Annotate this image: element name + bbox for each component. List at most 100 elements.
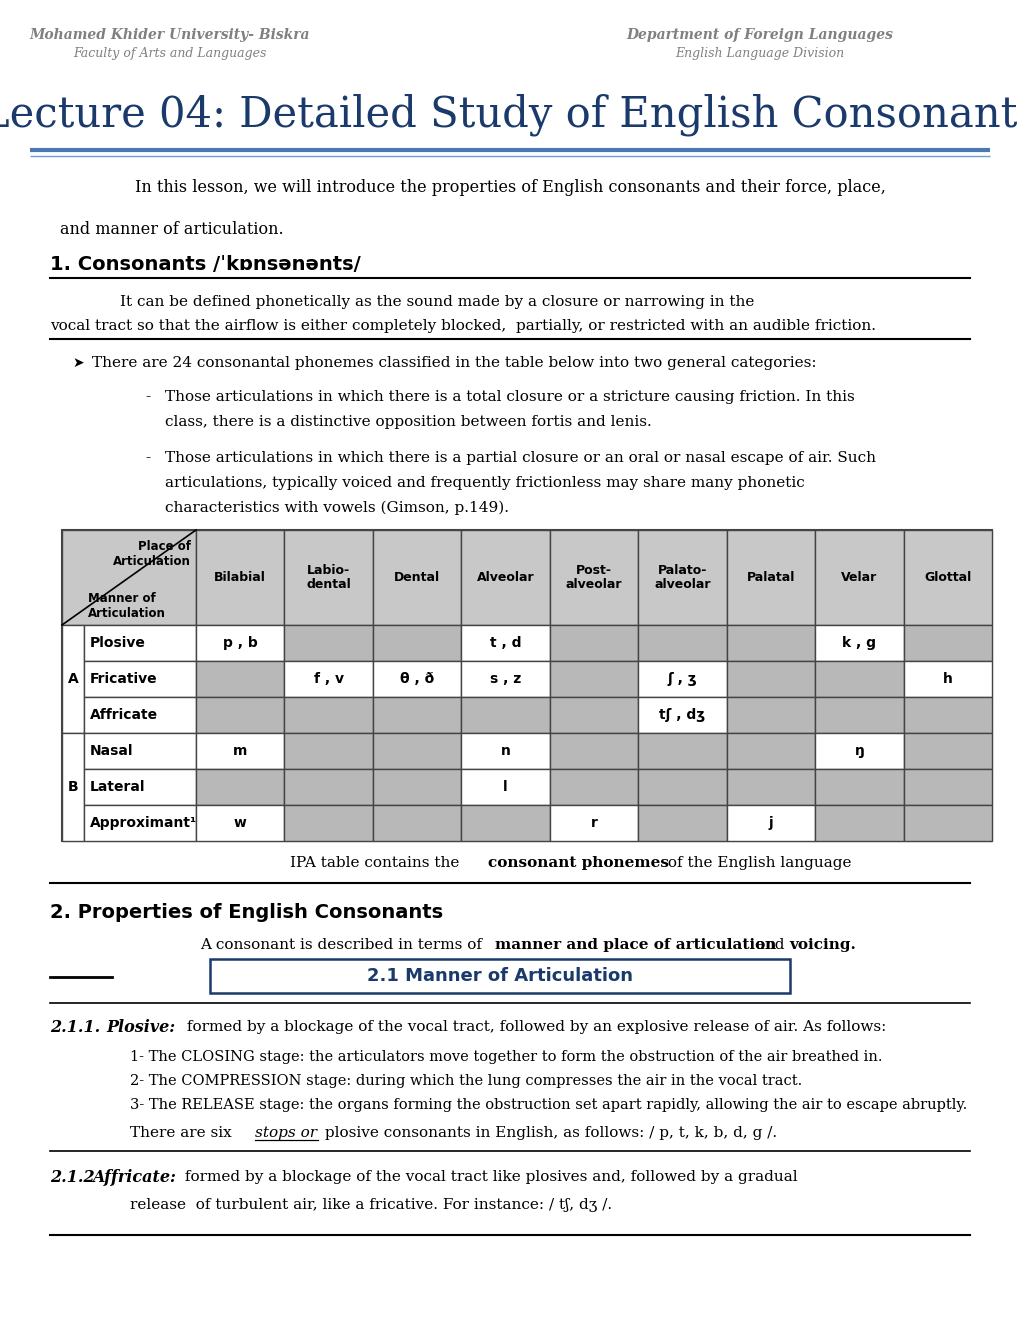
Bar <box>373 733 461 770</box>
Text: voicing.: voicing. <box>789 939 855 952</box>
Text: Glottal: Glottal <box>923 572 970 583</box>
Bar <box>726 661 814 697</box>
Bar <box>284 733 373 770</box>
Bar <box>903 624 991 661</box>
Text: -: - <box>145 451 150 465</box>
Text: In this lesson, we will introduce the properties of English consonants and their: In this lesson, we will introduce the pr… <box>135 180 884 197</box>
Bar <box>903 697 991 733</box>
Text: Those articulations in which there is a total closure or a stricture causing fri: Those articulations in which there is a … <box>165 389 854 404</box>
Bar <box>549 661 638 697</box>
Text: ŋ: ŋ <box>854 744 863 758</box>
Bar <box>903 733 991 770</box>
Text: Nasal: Nasal <box>90 744 133 758</box>
Bar <box>814 661 903 697</box>
Text: θ , ð: θ , ð <box>399 672 434 686</box>
Text: Fricative: Fricative <box>90 672 158 686</box>
Text: Palatal: Palatal <box>746 572 794 583</box>
Text: Lateral: Lateral <box>90 780 146 795</box>
Text: A: A <box>67 672 78 686</box>
Text: class, there is a distinctive opposition between fortis and lenis.: class, there is a distinctive opposition… <box>165 414 651 429</box>
Bar <box>84 770 196 805</box>
Bar <box>726 697 814 733</box>
Bar <box>903 531 991 624</box>
Bar <box>373 531 461 624</box>
Text: Affricate:: Affricate: <box>92 1168 175 1185</box>
Bar <box>84 805 196 841</box>
Text: 2. Properties of English Consonants: 2. Properties of English Consonants <box>50 903 442 923</box>
Text: A consonant is described in terms of: A consonant is described in terms of <box>200 939 486 952</box>
Text: It can be defined phonetically as the sound made by a closure or narrowing in th: It can be defined phonetically as the so… <box>120 294 754 309</box>
Bar <box>196 805 284 841</box>
Bar <box>284 661 373 697</box>
Bar <box>196 531 284 624</box>
Bar <box>638 770 726 805</box>
Text: m: m <box>232 744 248 758</box>
Bar <box>549 624 638 661</box>
Text: 1. Consonants /ˈkɒnsənənts/: 1. Consonants /ˈkɒnsənənts/ <box>50 256 361 275</box>
Bar <box>284 697 373 733</box>
Bar <box>196 661 284 697</box>
Bar <box>196 624 284 661</box>
Bar <box>284 531 373 624</box>
Bar <box>726 770 814 805</box>
Text: f , v: f , v <box>314 672 343 686</box>
Text: Velar: Velar <box>841 572 876 583</box>
Text: Dental: Dental <box>393 572 440 583</box>
Text: 1- The CLOSING stage: the articulators move together to form the obstruction of : 1- The CLOSING stage: the articulators m… <box>129 1049 881 1064</box>
Text: t , d: t , d <box>489 636 521 649</box>
Bar <box>196 770 284 805</box>
Text: s , z: s , z <box>489 672 521 686</box>
Bar <box>373 805 461 841</box>
Bar <box>62 531 196 624</box>
Bar <box>638 697 726 733</box>
Text: characteristics with vowels (Gimson, p.149).: characteristics with vowels (Gimson, p.1… <box>165 500 508 515</box>
Text: release  of turbulent air, like a fricative. For instance: / tʃ, dʒ /.: release of turbulent air, like a fricati… <box>129 1199 611 1212</box>
Text: ➤: ➤ <box>72 356 84 370</box>
Bar <box>549 805 638 841</box>
Bar <box>210 960 790 993</box>
Text: formed by a blockage of the vocal tract, followed by an explosive release of air: formed by a blockage of the vocal tract,… <box>181 1020 886 1034</box>
Text: p , b: p , b <box>222 636 258 649</box>
Bar <box>549 770 638 805</box>
Bar <box>196 697 284 733</box>
Text: English Language Division: English Language Division <box>675 46 844 59</box>
Text: Palato-
alveolar: Palato- alveolar <box>653 564 710 591</box>
Text: There are six: There are six <box>129 1126 236 1140</box>
Text: 3- The RELEASE stage: the organs forming the obstruction set apart rapidly, allo: 3- The RELEASE stage: the organs forming… <box>129 1098 966 1111</box>
Text: Bilabial: Bilabial <box>214 572 266 583</box>
Bar <box>814 531 903 624</box>
Bar <box>549 733 638 770</box>
Bar <box>373 697 461 733</box>
Text: B: B <box>67 780 78 795</box>
Text: Post-
alveolar: Post- alveolar <box>566 564 622 591</box>
Bar <box>84 697 196 733</box>
Bar <box>903 770 991 805</box>
Text: ʃ , ʒ: ʃ , ʒ <box>667 672 697 686</box>
Bar <box>461 697 549 733</box>
Bar <box>549 697 638 733</box>
Bar <box>84 624 196 661</box>
Text: 2.1.1.: 2.1.1. <box>50 1019 111 1035</box>
Text: consonant phonemes: consonant phonemes <box>487 855 668 870</box>
Bar <box>461 661 549 697</box>
Text: stops or: stops or <box>255 1126 317 1140</box>
Text: h: h <box>942 672 952 686</box>
Text: Plosive: Plosive <box>90 636 146 649</box>
Text: IPA table contains the: IPA table contains the <box>289 855 464 870</box>
Text: Labio-
dental: Labio- dental <box>306 564 351 591</box>
Text: manner and place of articulation: manner and place of articulation <box>494 939 775 952</box>
Bar <box>638 531 726 624</box>
Bar <box>726 805 814 841</box>
Text: vocal tract so that the airflow is either completely blocked,  partially, or res: vocal tract so that the airflow is eithe… <box>50 319 875 333</box>
Bar <box>461 531 549 624</box>
Bar <box>373 624 461 661</box>
Bar <box>284 805 373 841</box>
Text: tʃ , dʒ: tʃ , dʒ <box>658 708 705 722</box>
Bar <box>196 733 284 770</box>
Bar <box>814 733 903 770</box>
Bar <box>461 770 549 805</box>
Text: 2- The COMPRESSION stage: during which the lung compresses the air in the vocal : 2- The COMPRESSION stage: during which t… <box>129 1074 802 1088</box>
Bar <box>284 770 373 805</box>
Text: n: n <box>500 744 510 758</box>
Bar <box>549 531 638 624</box>
